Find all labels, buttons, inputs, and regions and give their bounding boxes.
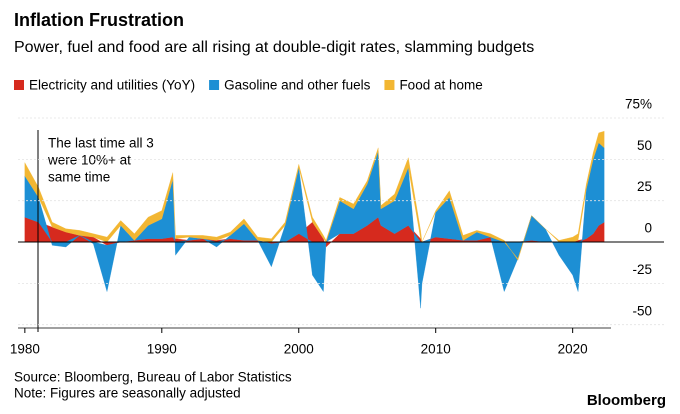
legend-swatch: [384, 80, 395, 90]
annotation: The last time all 3: [48, 136, 154, 151]
y-tick-label: -50: [632, 303, 652, 318]
y-tick-label: 25: [637, 179, 652, 194]
legend-label: Food at home: [399, 78, 482, 93]
x-tick-label: 1980: [10, 342, 40, 357]
area: [24, 130, 605, 261]
x-tick-label: 2020: [558, 342, 588, 357]
footnote: Note: Figures are seasonally adjusted: [14, 386, 241, 401]
legend-label: Electricity and utilities (YoY): [29, 78, 195, 93]
legend-swatch: [209, 80, 220, 90]
chart-subtitle: Power, fuel and food are all rising at d…: [14, 39, 534, 56]
x-tick-label: 1990: [147, 342, 177, 357]
annotation: were 10%+ at: [47, 153, 131, 168]
legend-label: Gasoline and other fuels: [224, 78, 371, 93]
y-tick-label: 50: [637, 138, 652, 153]
legend: Electricity and utilities (YoY) Gasoline …: [14, 78, 483, 93]
chart-title: Inflation Frustration: [14, 10, 184, 30]
source-note: Source: Bloomberg, Bureau of Labor Stati…: [14, 370, 292, 385]
y-tick-label: 0: [644, 221, 652, 236]
y-tick-label: -25: [632, 262, 652, 277]
annotation: same time: [48, 170, 110, 185]
y-tick-label: 75%: [625, 97, 652, 112]
brand-logo: Bloomberg: [587, 392, 666, 409]
x-tick-label: 2010: [421, 342, 451, 357]
legend-swatch: [14, 80, 24, 90]
x-tick-label: 2000: [284, 342, 314, 357]
